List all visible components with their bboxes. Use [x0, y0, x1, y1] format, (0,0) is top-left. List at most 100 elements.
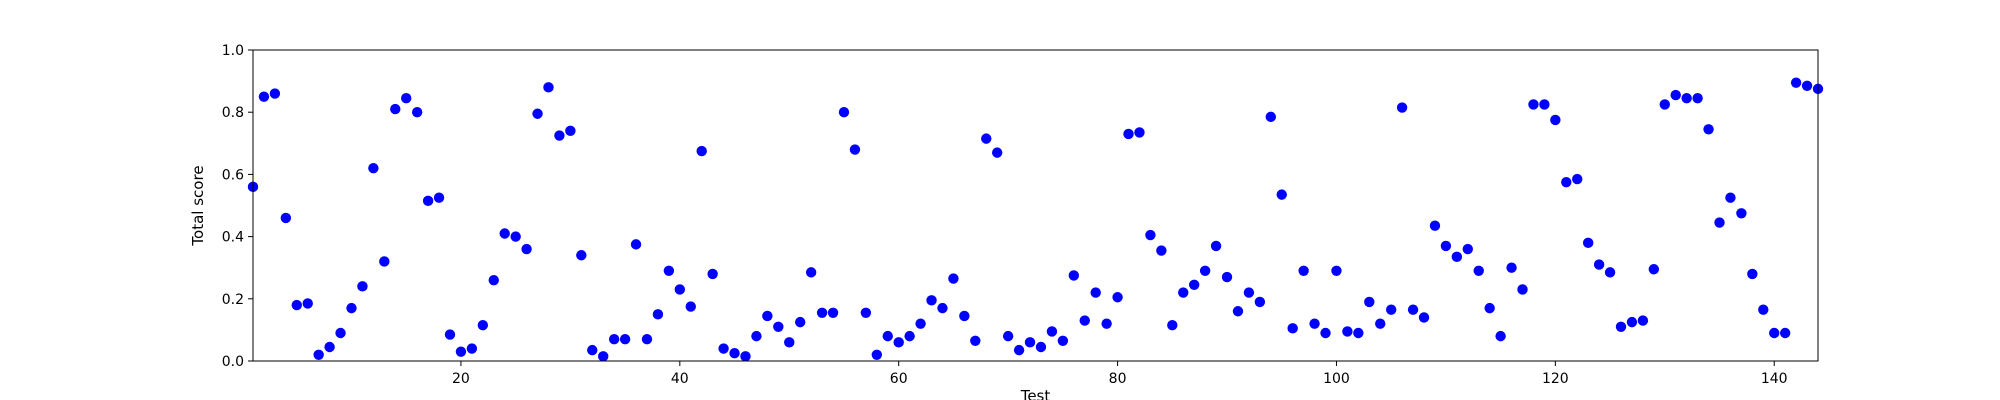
- data-point: [1265, 111, 1276, 123]
- data-point: [587, 344, 598, 356]
- data-point: [1375, 318, 1386, 329]
- data-point: [1517, 284, 1528, 295]
- data-point: [893, 337, 904, 348]
- data-point: [598, 351, 609, 362]
- data-point: [1079, 315, 1090, 326]
- y-axis-title: Total score: [189, 165, 207, 246]
- x-axis-title: Test: [1020, 387, 1051, 400]
- data-point: [1232, 306, 1244, 317]
- data-point: [762, 310, 773, 322]
- data-point: [466, 343, 478, 354]
- data-point: [1801, 80, 1813, 91]
- data-point: [411, 107, 423, 118]
- data-point: [926, 295, 937, 306]
- data-point: [1495, 330, 1506, 342]
- data-point: [795, 316, 806, 328]
- data-point: [729, 348, 740, 359]
- y-tick-label: 0.0: [222, 354, 244, 370]
- data-point: [477, 320, 489, 331]
- data-point: [805, 267, 817, 278]
- data-point: [1747, 268, 1758, 280]
- data-point: [981, 133, 992, 144]
- data-point: [838, 107, 850, 118]
- data-point: [1550, 114, 1561, 126]
- data-point: [1385, 304, 1397, 315]
- data-point: [1758, 304, 1769, 315]
- data-point: [543, 82, 554, 93]
- data-point: [1057, 335, 1069, 346]
- data-point: [455, 346, 467, 357]
- data-point: [444, 329, 456, 340]
- data-point: [784, 337, 795, 348]
- data-point: [368, 162, 379, 174]
- data-points-layer: [247, 77, 1824, 362]
- data-point: [904, 330, 915, 342]
- data-point: [937, 302, 948, 314]
- data-point: [970, 335, 981, 346]
- data-point: [1002, 330, 1014, 342]
- data-point: [1462, 243, 1473, 255]
- data-point: [1604, 267, 1616, 278]
- data-point: [1725, 192, 1736, 203]
- data-point: [652, 309, 664, 320]
- y-axis-ticks: 0.0 0.2 0.4 0.6 0.8 1.0: [222, 43, 253, 370]
- data-point: [1484, 302, 1495, 314]
- data-point: [915, 318, 926, 329]
- data-point: [1561, 176, 1572, 188]
- data-point: [718, 343, 729, 354]
- data-point: [1615, 321, 1627, 332]
- data-point: [1024, 337, 1036, 348]
- data-point: [1681, 93, 1692, 104]
- data-point: [860, 307, 872, 318]
- x-tick-label: 20: [452, 371, 470, 387]
- data-point: [291, 299, 302, 311]
- data-point: [827, 307, 839, 318]
- data-point: [379, 256, 390, 267]
- data-point: [816, 307, 828, 318]
- y-tick-label: 0.6: [222, 167, 244, 183]
- data-point: [1440, 240, 1452, 252]
- data-point: [1714, 217, 1725, 228]
- data-point: [1309, 318, 1320, 329]
- data-point: [1769, 327, 1780, 339]
- x-tick-label: 40: [671, 371, 689, 387]
- data-point: [1331, 265, 1342, 277]
- data-point: [1035, 341, 1047, 353]
- x-axis-ticks: 20 40 60 80 100 120 140: [452, 361, 1788, 387]
- data-point: [1167, 320, 1178, 331]
- data-point: [280, 212, 292, 224]
- data-point: [707, 268, 718, 280]
- data-point: [1396, 102, 1408, 113]
- data-point: [959, 310, 970, 322]
- data-point: [302, 298, 313, 309]
- data-point: [1703, 124, 1714, 135]
- data-point: [499, 228, 510, 239]
- data-point: [510, 231, 521, 242]
- data-point: [1637, 315, 1649, 326]
- data-point: [1298, 265, 1309, 277]
- data-point: [1342, 326, 1353, 337]
- data-point: [674, 284, 686, 295]
- data-point: [751, 330, 762, 342]
- data-point: [685, 301, 696, 312]
- plot-frame: [252, 49, 1819, 362]
- data-point: [258, 91, 270, 102]
- data-point: [1451, 251, 1463, 263]
- data-point: [608, 334, 620, 345]
- data-point: [532, 108, 543, 119]
- data-point: [357, 281, 368, 292]
- data-point: [1539, 99, 1550, 110]
- data-point: [346, 302, 357, 314]
- data-point: [324, 341, 335, 353]
- data-point: [1199, 265, 1211, 277]
- data-point: [696, 145, 707, 157]
- data-point: [1407, 304, 1419, 315]
- data-point: [1123, 128, 1134, 140]
- data-point: [1287, 323, 1298, 334]
- data-point: [1254, 296, 1266, 308]
- data-point: [1418, 312, 1430, 323]
- data-point: [1112, 292, 1123, 303]
- data-point: [663, 265, 675, 277]
- data-point: [641, 334, 653, 345]
